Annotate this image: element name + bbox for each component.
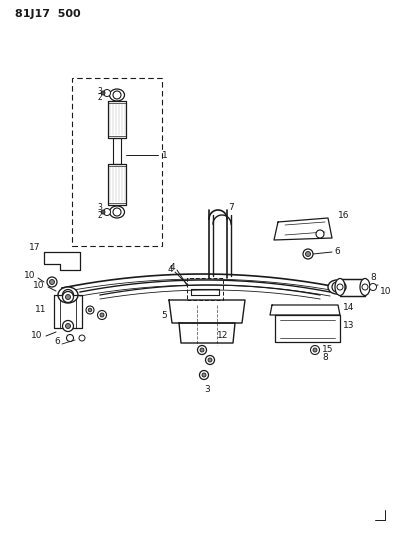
Circle shape xyxy=(67,335,74,342)
Circle shape xyxy=(88,308,92,312)
Text: 10: 10 xyxy=(30,332,42,341)
Circle shape xyxy=(316,230,324,238)
Text: 11: 11 xyxy=(35,305,46,314)
Text: 8: 8 xyxy=(322,352,328,361)
Circle shape xyxy=(65,295,71,300)
Polygon shape xyxy=(191,289,219,295)
Text: 14: 14 xyxy=(343,303,354,312)
Circle shape xyxy=(113,208,121,216)
Ellipse shape xyxy=(110,89,125,101)
Text: 7: 7 xyxy=(228,203,234,212)
Text: 6: 6 xyxy=(334,247,340,256)
Text: 81J17  500: 81J17 500 xyxy=(15,9,81,19)
Circle shape xyxy=(65,324,71,328)
Polygon shape xyxy=(113,138,121,164)
Circle shape xyxy=(208,358,212,362)
Ellipse shape xyxy=(110,206,125,218)
Circle shape xyxy=(199,370,208,379)
Text: 16: 16 xyxy=(338,212,349,221)
Ellipse shape xyxy=(335,279,345,295)
Text: 3: 3 xyxy=(98,204,102,213)
Circle shape xyxy=(305,252,310,256)
Circle shape xyxy=(101,91,105,95)
Text: 15: 15 xyxy=(322,344,333,353)
Circle shape xyxy=(104,90,110,96)
Text: 10: 10 xyxy=(24,271,35,280)
Text: 1: 1 xyxy=(162,150,168,159)
Polygon shape xyxy=(274,218,332,240)
Polygon shape xyxy=(108,164,126,205)
Circle shape xyxy=(100,313,104,317)
Circle shape xyxy=(79,335,85,341)
Polygon shape xyxy=(108,101,126,138)
Text: 17: 17 xyxy=(28,244,40,253)
Circle shape xyxy=(197,345,206,354)
Circle shape xyxy=(113,91,121,99)
Circle shape xyxy=(104,208,110,215)
Ellipse shape xyxy=(328,280,346,294)
Bar xyxy=(72,78,162,246)
Polygon shape xyxy=(340,279,365,296)
Polygon shape xyxy=(179,323,235,343)
Polygon shape xyxy=(54,295,82,328)
Bar xyxy=(187,278,223,300)
Circle shape xyxy=(47,277,57,287)
Text: 2: 2 xyxy=(98,211,102,220)
Circle shape xyxy=(332,282,342,292)
Circle shape xyxy=(86,306,94,314)
Circle shape xyxy=(206,356,214,365)
Text: 12: 12 xyxy=(217,330,229,340)
Text: 10: 10 xyxy=(380,287,392,295)
Ellipse shape xyxy=(360,279,370,295)
Text: 13: 13 xyxy=(343,321,355,330)
Polygon shape xyxy=(44,252,80,270)
Text: 5: 5 xyxy=(161,311,167,319)
Circle shape xyxy=(313,348,317,352)
Circle shape xyxy=(337,284,343,290)
Text: 4: 4 xyxy=(167,265,173,274)
Circle shape xyxy=(202,373,206,377)
Text: 8: 8 xyxy=(370,273,376,282)
Circle shape xyxy=(370,284,377,290)
Circle shape xyxy=(101,210,105,214)
Ellipse shape xyxy=(58,287,78,303)
Text: 3: 3 xyxy=(204,385,210,394)
Text: 6: 6 xyxy=(54,337,60,346)
Circle shape xyxy=(63,289,74,301)
Circle shape xyxy=(200,348,204,352)
Circle shape xyxy=(310,345,320,354)
Text: 4: 4 xyxy=(169,263,175,272)
Circle shape xyxy=(50,279,54,285)
Circle shape xyxy=(362,284,368,290)
Text: 3: 3 xyxy=(98,86,102,95)
Polygon shape xyxy=(275,315,340,342)
Circle shape xyxy=(63,292,74,303)
Polygon shape xyxy=(270,305,340,315)
Circle shape xyxy=(303,249,313,259)
Circle shape xyxy=(63,320,74,332)
Text: 10: 10 xyxy=(32,280,44,289)
Circle shape xyxy=(97,311,106,319)
Polygon shape xyxy=(169,300,245,323)
Text: 2: 2 xyxy=(98,93,102,102)
